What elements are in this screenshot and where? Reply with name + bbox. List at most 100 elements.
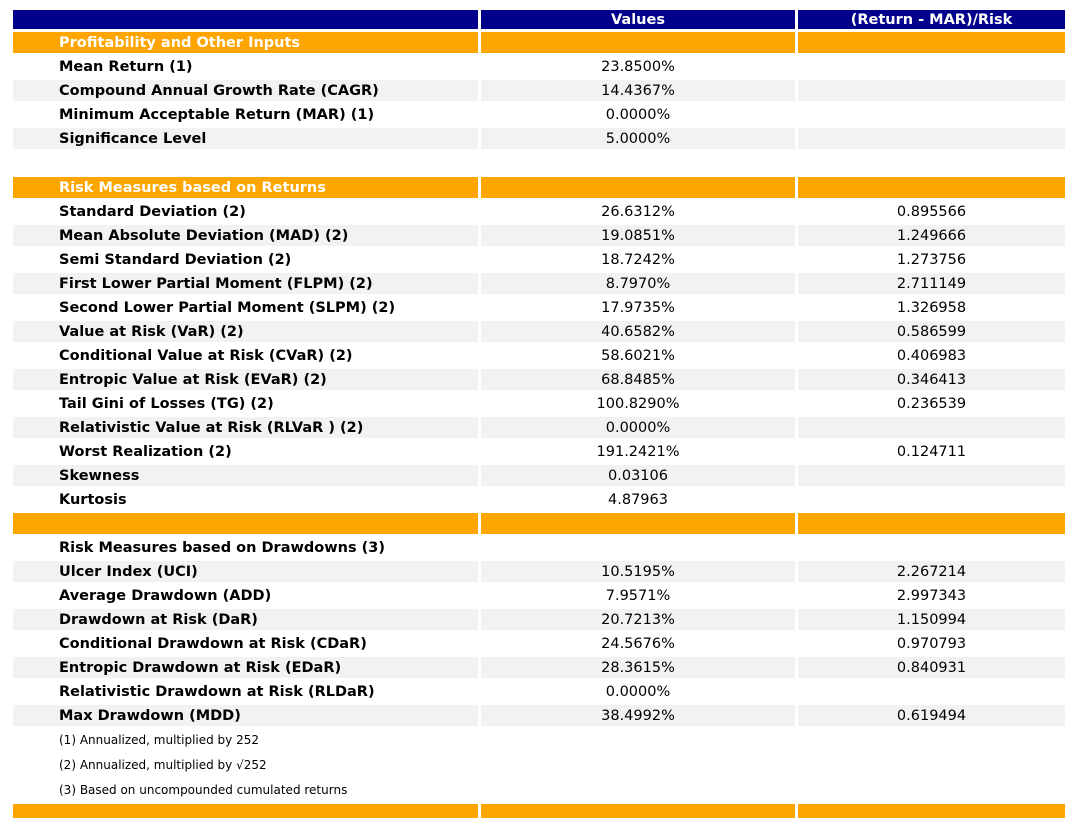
- metric-row: Entropic Drawdown at Risk (EDaR) 28.3615%…: [13, 657, 1065, 678]
- metric-ratio: 0.236539: [798, 393, 1065, 414]
- footnote-fill: [798, 729, 1065, 751]
- spacer-cell: [13, 152, 478, 174]
- metric-ratio: [798, 128, 1065, 149]
- metric-value: 28.3615%: [481, 657, 795, 678]
- metric-label: Value at Risk (VaR) (2): [13, 321, 478, 342]
- metric-row: Second Lower Partial Moment (SLPM) (2) 17…: [13, 297, 1065, 318]
- footnote-fill: [481, 779, 795, 801]
- metric-ratio: 1.249666: [798, 225, 1065, 246]
- section-fill: [798, 32, 1065, 53]
- metric-value: 23.8500%: [481, 56, 795, 77]
- table-body: Profitability and Other Inputs Mean Retur…: [13, 32, 1065, 818]
- metric-value: 5.0000%: [481, 128, 795, 149]
- footnote-row: (1) Annualized, multiplied by 252: [13, 729, 1065, 751]
- metric-row: Average Drawdown (ADD) 7.9571% 2.997343: [13, 585, 1065, 606]
- metric-label: Significance Level: [13, 128, 478, 149]
- metric-value: 100.8290%: [481, 393, 795, 414]
- metric-label: First Lower Partial Moment (FLPM) (2): [13, 273, 478, 294]
- metric-row: Worst Realization (2) 191.2421% 0.124711: [13, 441, 1065, 462]
- metric-ratio: 0.346413: [798, 369, 1065, 390]
- metric-label: Drawdown at Risk (DaR): [13, 609, 478, 630]
- metric-value: 4.87963: [481, 489, 795, 510]
- section-fill: [798, 177, 1065, 198]
- metric-row: Ulcer Index (UCI) 10.5195% 2.267214: [13, 561, 1065, 582]
- footnote-fill: [481, 729, 795, 751]
- metric-row: Conditional Value at Risk (CVaR) (2) 58.6…: [13, 345, 1065, 366]
- metric-ratio: 2.997343: [798, 585, 1065, 606]
- footnote-fill: [798, 779, 1065, 801]
- metric-row: Mean Return (1) 23.8500%: [13, 56, 1065, 77]
- section-header-row: [13, 513, 1065, 534]
- section-fill: [481, 513, 795, 534]
- footnote-fill: [481, 754, 795, 776]
- section-title: Profitability and Other Inputs: [13, 32, 478, 53]
- metric-value: 24.5676%: [481, 633, 795, 654]
- metric-label: Compound Annual Growth Rate (CAGR): [13, 80, 478, 101]
- risk-metrics-table: Values (Return - MAR)/Risk Profitability…: [10, 7, 1068, 821]
- metric-ratio: [798, 537, 1065, 558]
- metric-label: Minimum Acceptable Return (MAR) (1): [13, 104, 478, 125]
- spacer-cell: [481, 152, 795, 174]
- section-header-row: Risk Measures based on Returns: [13, 177, 1065, 198]
- metric-label: Entropic Value at Risk (EVaR) (2): [13, 369, 478, 390]
- metric-value: 7.9571%: [481, 585, 795, 606]
- bottom-bar-cell: [798, 804, 1065, 818]
- metric-label: Risk Measures based on Drawdowns (3): [13, 537, 478, 558]
- footnote-row: (2) Annualized, multiplied by √252: [13, 754, 1065, 776]
- metric-value: 0.0000%: [481, 681, 795, 702]
- metric-row: Standard Deviation (2) 26.6312% 0.895566: [13, 201, 1065, 222]
- metric-ratio: 1.273756: [798, 249, 1065, 270]
- metric-label: Relativistic Value at Risk (RLVaR ) (2): [13, 417, 478, 438]
- section-fill: [798, 513, 1065, 534]
- section-fill: [481, 32, 795, 53]
- metric-label: Average Drawdown (ADD): [13, 585, 478, 606]
- metric-value: 10.5195%: [481, 561, 795, 582]
- metric-row: Minimum Acceptable Return (MAR) (1) 0.000…: [13, 104, 1065, 125]
- metric-row: Relativistic Drawdown at Risk (RLDaR) 0.0…: [13, 681, 1065, 702]
- metric-row: Kurtosis 4.87963: [13, 489, 1065, 510]
- metric-label: Relativistic Drawdown at Risk (RLDaR): [13, 681, 478, 702]
- metric-value: 191.2421%: [481, 441, 795, 462]
- section-title: [13, 513, 478, 534]
- metric-label: Standard Deviation (2): [13, 201, 478, 222]
- metric-label: Semi Standard Deviation (2): [13, 249, 478, 270]
- metric-row: Relativistic Value at Risk (RLVaR ) (2) 0…: [13, 417, 1065, 438]
- metric-value: 26.6312%: [481, 201, 795, 222]
- metric-value: 0.03106: [481, 465, 795, 486]
- metric-ratio: 1.326958: [798, 297, 1065, 318]
- metric-row: Semi Standard Deviation (2) 18.7242% 1.273…: [13, 249, 1065, 270]
- section-fill: [481, 177, 795, 198]
- footnote-fill: [798, 754, 1065, 776]
- metric-label: Max Drawdown (MDD): [13, 705, 478, 726]
- bottom-bar-cell: [481, 804, 795, 818]
- spacer-row: [13, 152, 1065, 174]
- metric-row: Value at Risk (VaR) (2) 40.6582% 0.586599: [13, 321, 1065, 342]
- metric-label: Tail Gini of Losses (TG) (2): [13, 393, 478, 414]
- metric-ratio: 0.619494: [798, 705, 1065, 726]
- metric-value: 20.7213%: [481, 609, 795, 630]
- metric-row: Drawdown at Risk (DaR) 20.7213% 1.150994: [13, 609, 1065, 630]
- metric-value: 17.9735%: [481, 297, 795, 318]
- metric-value: 19.0851%: [481, 225, 795, 246]
- metric-row: Compound Annual Growth Rate (CAGR) 14.436…: [13, 80, 1065, 101]
- metric-label: Mean Return (1): [13, 56, 478, 77]
- section-header-row: Profitability and Other Inputs: [13, 32, 1065, 53]
- metric-ratio: 0.895566: [798, 201, 1065, 222]
- section-title: Risk Measures based on Returns: [13, 177, 478, 198]
- metric-value: 0.0000%: [481, 417, 795, 438]
- metric-value: 68.8485%: [481, 369, 795, 390]
- metric-ratio: 0.586599: [798, 321, 1065, 342]
- bottom-accent-bar: [13, 804, 1065, 818]
- metric-ratio: [798, 489, 1065, 510]
- metric-ratio: [798, 465, 1065, 486]
- metric-value: 58.6021%: [481, 345, 795, 366]
- metric-value: 0.0000%: [481, 104, 795, 125]
- spacer-cell: [798, 152, 1065, 174]
- metric-row: Entropic Value at Risk (EVaR) (2) 68.8485…: [13, 369, 1065, 390]
- bottom-bar-cell: [13, 804, 478, 818]
- metric-value: [481, 537, 795, 558]
- metric-value: 38.4992%: [481, 705, 795, 726]
- metric-value: 14.4367%: [481, 80, 795, 101]
- metric-ratio: 2.267214: [798, 561, 1065, 582]
- metric-row: Conditional Drawdown at Risk (CDaR) 24.56…: [13, 633, 1065, 654]
